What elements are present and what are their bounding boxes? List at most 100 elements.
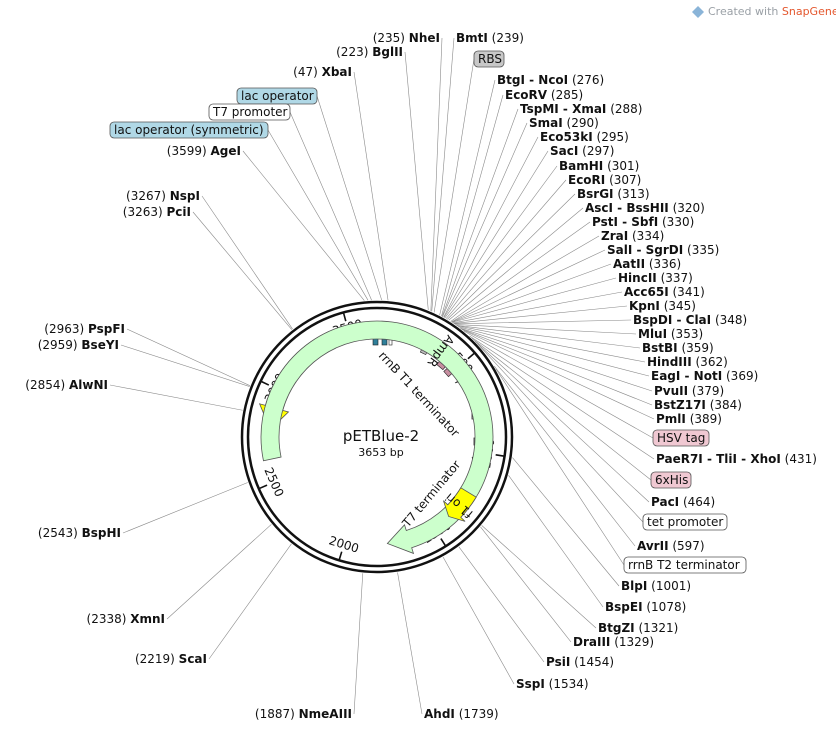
feature-box-rbs bbox=[473, 50, 505, 68]
site-position: (336) bbox=[645, 257, 681, 271]
leader-psii bbox=[458, 546, 545, 663]
site-label-hincii: HincII (337) bbox=[618, 271, 693, 285]
enzyme-name: BtgZI bbox=[598, 621, 635, 635]
site-label-sspi: SspI (1534) bbox=[516, 677, 589, 691]
site-position: (341) bbox=[669, 285, 705, 299]
site-position: (362) bbox=[692, 355, 728, 369]
site-label-xbai: (47) XbaI bbox=[293, 65, 352, 79]
label-leader-lines bbox=[109, 37, 655, 715]
feature-box-tet-promoter bbox=[642, 513, 728, 531]
site-position: (334) bbox=[628, 229, 664, 243]
leader-lac-operator bbox=[316, 95, 382, 301]
tick-label: 2500 bbox=[261, 465, 286, 499]
credit-prefix: Created with bbox=[708, 5, 782, 18]
site-label-bseyi: (2959) BseYI bbox=[38, 338, 119, 352]
enzyme-name: HindIII bbox=[647, 355, 692, 369]
feature-box-label: rrnB T2 terminator bbox=[628, 558, 740, 572]
site-position: (239) bbox=[488, 31, 524, 45]
leader-bsrgi bbox=[447, 193, 576, 320]
enzyme-name: BtgI - NcoI bbox=[497, 73, 568, 87]
site-position: (223) bbox=[336, 45, 372, 59]
site-label-ecori: EcoRI (307) bbox=[568, 173, 641, 187]
leader-mlui bbox=[455, 324, 637, 335]
leader-pspfi bbox=[126, 328, 251, 386]
leader-scai bbox=[208, 543, 292, 660]
site-position: (353) bbox=[667, 327, 703, 341]
enzyme-name: BstZ17I bbox=[654, 398, 706, 412]
site-position: (2543) bbox=[38, 526, 82, 540]
site-label-btgzi: BtgZI (1321) bbox=[598, 621, 678, 635]
site-position: (288) bbox=[606, 102, 642, 116]
leader-zrai bbox=[451, 235, 600, 323]
credit-brand: SnapGene bbox=[782, 5, 836, 18]
feature-box-hsv-tag bbox=[652, 429, 710, 447]
site-label-draiii: DraIII (1329) bbox=[573, 635, 654, 649]
leader-tspmi-xmai bbox=[441, 108, 519, 317]
site-position: (2219) bbox=[135, 652, 179, 666]
feature-box-label: tet promoter bbox=[647, 515, 723, 529]
enzyme-name: EcoRV bbox=[505, 88, 548, 102]
feature-box-label: HSV tag bbox=[657, 431, 705, 445]
enzyme-name: NmeAIII bbox=[299, 707, 352, 721]
site-label-blpi: BlpI (1001) bbox=[621, 579, 691, 593]
site-position: (320) bbox=[669, 201, 705, 215]
site-position: (1078) bbox=[643, 600, 687, 614]
leader-psti-sbfi bbox=[450, 221, 591, 322]
leader-smai bbox=[442, 122, 528, 317]
enzyme-name: ZraI bbox=[601, 229, 628, 243]
site-label-smai: SmaI (290) bbox=[529, 116, 599, 130]
feature-box-6xhis bbox=[650, 471, 692, 489]
enzyme-name: PaeR7I - TliI - XhoI bbox=[656, 452, 781, 466]
site-position: (345) bbox=[660, 299, 696, 313]
leader-bglii bbox=[404, 51, 429, 310]
site-position: (2963) bbox=[44, 322, 88, 336]
enzyme-name: DraIII bbox=[573, 635, 610, 649]
site-label-alwni: (2854) AlwNI bbox=[25, 378, 108, 392]
site-position: (47) bbox=[293, 65, 321, 79]
enzyme-name: MluI bbox=[638, 327, 667, 341]
svg-text:Created with SnapGene®: Created with SnapGene® bbox=[708, 4, 836, 18]
leader-btgzi bbox=[481, 525, 597, 629]
leader-nhei bbox=[430, 37, 443, 312]
site-label-agei: (3599) AgeI bbox=[167, 144, 241, 158]
leader-xmni bbox=[166, 524, 272, 620]
feature-box-label: lac operator (symmetric) bbox=[114, 123, 264, 137]
enzyme-name: BspHI bbox=[82, 526, 121, 540]
site-label-psii: PsiI (1454) bbox=[546, 655, 614, 669]
site-label-aatii: AatII (336) bbox=[613, 257, 681, 271]
enzyme-name: SacI bbox=[550, 144, 578, 158]
credit: Created with SnapGene® bbox=[692, 4, 836, 18]
site-position: (337) bbox=[657, 271, 693, 285]
site-label-kpni: KpnI (345) bbox=[629, 299, 696, 313]
leader-sspi bbox=[442, 556, 515, 685]
leader-ecori bbox=[445, 179, 567, 319]
site-position: (379) bbox=[688, 384, 724, 398]
enzyme-name: AhdI bbox=[424, 707, 455, 721]
outer-ring bbox=[240, 300, 514, 574]
leader-pmli bbox=[461, 329, 655, 420]
enzyme-name: BamHI bbox=[559, 159, 603, 173]
enzyme-name: EagI - NotI bbox=[651, 369, 722, 383]
site-position: (1329) bbox=[610, 635, 654, 649]
enzyme-name: SspI bbox=[516, 677, 545, 691]
site-position: (297) bbox=[578, 144, 614, 158]
leader-6xhis bbox=[471, 337, 652, 481]
site-label-xmni: (2338) XmnI bbox=[87, 612, 165, 626]
site-label-eco53ki: Eco53kI (295) bbox=[540, 130, 629, 144]
site-label-saci: SacI (297) bbox=[550, 144, 614, 158]
site-position: (431) bbox=[781, 452, 817, 466]
leader-xbai bbox=[353, 71, 389, 301]
leader-bsphi bbox=[122, 482, 248, 534]
leader-btgi-ncoi bbox=[439, 79, 496, 316]
snapgene-logo-icon bbox=[692, 6, 704, 18]
tick-mark-1000 bbox=[495, 454, 504, 457]
feature-box-label: RBS bbox=[478, 52, 502, 66]
enzyme-name: NspI bbox=[170, 189, 200, 203]
enzyme-name: PciI bbox=[167, 205, 192, 219]
left-labels: (235) NheI(223) BglII(47) XbaI(3599) Age… bbox=[25, 31, 440, 721]
enzyme-name: AscI - BssHII bbox=[585, 201, 669, 215]
tick-label: 2000 bbox=[327, 533, 360, 555]
feature-box-label: lac operator bbox=[241, 89, 314, 103]
leader-hindiii bbox=[456, 325, 646, 363]
site-label-acc65i: Acc65I (341) bbox=[624, 285, 705, 299]
